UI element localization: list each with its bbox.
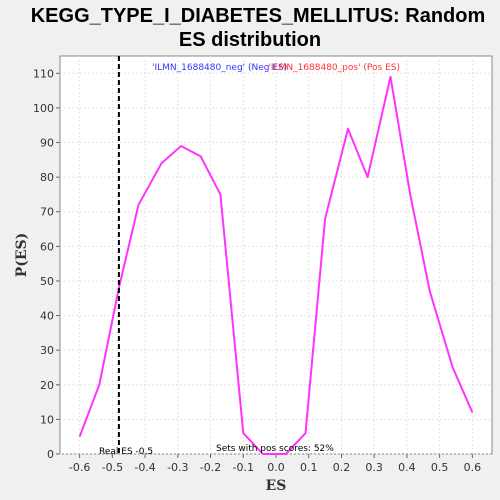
y-tick-label: 90 (40, 137, 54, 150)
x-tick-label: 0.2 (333, 461, 351, 474)
series-layer (78, 75, 474, 455)
y-tick-label: 60 (40, 240, 54, 253)
y-tick-label: 20 (40, 379, 54, 392)
neg-es-label: 'ILMN_1688480_neg' (Neg ES) (152, 63, 287, 73)
x-tick-label: 0.6 (464, 461, 482, 474)
x-tick-label: -0.2 (200, 461, 221, 474)
plot-area (59, 55, 493, 455)
y-tick-label: 100 (33, 102, 54, 115)
x-tick-label: 0.3 (365, 461, 383, 474)
chart-title-line-1: KEGG_TYPE_I_DIABETES_MELLITUS: Random (31, 5, 486, 27)
y-tick-label: 0 (47, 448, 54, 461)
x-tick-label: -0.3 (167, 461, 188, 474)
y-axis: 0 10 20 30 40 50 60 70 80 90 100 110 (33, 67, 60, 461)
x-tick-label: 0.5 (431, 461, 449, 474)
real-es-label: Real ES -0.5 (99, 447, 153, 457)
y-tick-label: 110 (33, 67, 54, 80)
x-tick-label: 0.1 (300, 461, 318, 474)
x-tick-label: -0.4 (134, 461, 155, 474)
y-tick-label: 40 (40, 310, 54, 323)
y-tick-label: 10 (40, 413, 54, 426)
x-axis-label: ES (266, 478, 287, 494)
es-distribution-line (78, 75, 474, 455)
x-tick-label: 0.0 (267, 461, 285, 474)
x-tick-label: -0.6 (69, 461, 90, 474)
y-tick-label: 30 (40, 344, 54, 357)
x-axis: -0.6 -0.5 -0.4 -0.3 -0.2 -0.1 0.0 0.1 0.2 0.3 0.4 0… (69, 454, 481, 474)
grid-lines (60, 56, 492, 455)
y-tick-label: 80 (40, 171, 54, 184)
y-tick-label: 70 (40, 206, 54, 219)
x-tick-label: -0.5 (102, 461, 123, 474)
pos-es-label: 'ILMN_1688480_pos' (Pos ES) (268, 63, 400, 73)
chart-title-line-2: ES distribution (179, 29, 321, 51)
x-tick-label: 0.4 (398, 461, 416, 474)
pos-scores-label: Sets with pos scores: 52% (216, 444, 334, 454)
y-axis-label: P(ES) (14, 233, 30, 278)
x-tick-label: -0.1 (233, 461, 254, 474)
y-tick-label: 50 (40, 275, 54, 288)
